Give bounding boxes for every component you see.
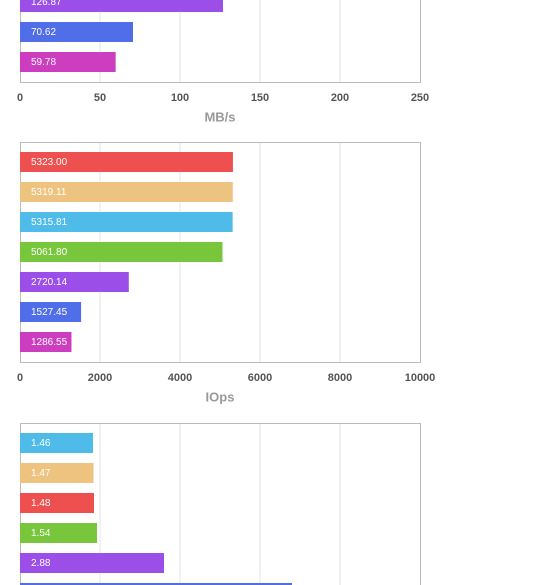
bar — [20, 152, 233, 172]
x-axis-title: MB/s — [204, 109, 235, 124]
value-label: 2720.14 — [31, 277, 68, 288]
bar — [20, 212, 233, 232]
x-tick-label: 8000 — [328, 372, 352, 384]
value-label: 70.62 — [31, 27, 56, 38]
bar — [20, 553, 164, 573]
bar — [20, 433, 93, 453]
bar — [20, 182, 233, 202]
bar — [20, 52, 116, 72]
bar — [20, 0, 223, 12]
x-tick-label: 250 — [411, 92, 429, 104]
bar — [20, 463, 94, 483]
x-tick-label: 50 — [94, 92, 106, 104]
value-label: 1286.55 — [31, 337, 68, 348]
value-label: 1527.45 — [31, 307, 68, 318]
x-tick-label: 6000 — [248, 372, 272, 384]
bar — [20, 523, 97, 543]
x-tick-label: 2000 — [88, 372, 112, 384]
value-label: 1.46 — [31, 438, 51, 449]
value-label: 5319.11 — [31, 187, 67, 198]
bar — [20, 583, 292, 585]
bar — [20, 302, 82, 322]
value-label: 1.47 — [31, 468, 51, 479]
x-tick-label: 150 — [251, 92, 269, 104]
value-label: 5315.81 — [31, 217, 68, 228]
x-tick-label: 100 — [171, 92, 189, 104]
x-tick-label: 200 — [331, 92, 349, 104]
bar — [20, 332, 72, 352]
x-axis-title: IOps — [206, 389, 235, 404]
value-label: 126.87 — [31, 0, 62, 8]
value-label: 59.78 — [31, 57, 56, 68]
value-label: 5323.00 — [31, 157, 68, 168]
bar — [20, 242, 223, 262]
x-tick-label: 0 — [17, 92, 23, 104]
x-tick-label: 4000 — [168, 372, 192, 384]
value-label: 1.48 — [31, 498, 51, 509]
value-label: 5061.80 — [31, 247, 68, 258]
x-tick-label: 10000 — [405, 372, 436, 384]
bar — [20, 22, 133, 42]
value-label: 1.54 — [31, 528, 51, 539]
x-tick-label: 0 — [17, 372, 23, 384]
bar — [20, 493, 94, 513]
bar — [20, 272, 129, 292]
value-label: 2.88 — [31, 558, 51, 569]
